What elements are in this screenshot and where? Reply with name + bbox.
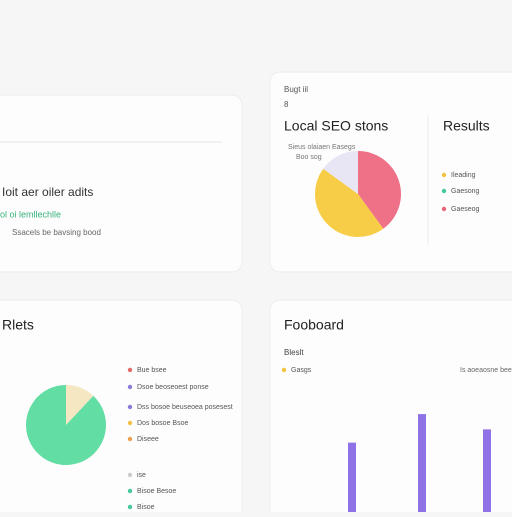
- legend-label: Bisoe: [137, 504, 155, 511]
- card: [269, 299, 512, 517]
- legend-dot: [127, 367, 133, 373]
- legend-label: Dos bosoe Bsoe: [137, 420, 188, 427]
- legend-label: Gasgs: [291, 367, 312, 374]
- legend-dot: [281, 367, 287, 373]
- legend-label: Diseee: [137, 436, 159, 443]
- legend-label: Dsoe beoseoest ponse: [137, 384, 209, 391]
- kicker: Bugt iil: [284, 85, 308, 94]
- legend-dot: [127, 436, 133, 442]
- pie-slice: [358, 151, 402, 229]
- legend-dot: [127, 488, 133, 494]
- pie-slice: [323, 151, 358, 194]
- note: Sieus olaiaen Easegs: [288, 144, 356, 151]
- legend-dot: [127, 472, 133, 478]
- legend-dot: [127, 504, 133, 510]
- legend-dot: [127, 404, 133, 410]
- legend-label: Dss bosoe beuseoea posesest: [137, 404, 233, 411]
- legend-label: ise: [137, 472, 146, 479]
- bar: [418, 414, 426, 512]
- legend-label: Gaeseog: [451, 206, 480, 213]
- legend-dot: [127, 420, 133, 426]
- card-title: Local SEO stons: [284, 118, 388, 134]
- legend-label: Ileading: [451, 172, 476, 179]
- bar: [483, 429, 491, 512]
- pie-slice: [25, 385, 106, 465]
- card-title: Ioit aer oiler adits: [2, 185, 93, 199]
- card: [0, 94, 243, 273]
- legend-label: Bisoe Besoe: [137, 488, 176, 495]
- card-title: Rlets: [2, 317, 34, 333]
- note: Is aoeaosne bee: [460, 367, 512, 374]
- legend-dot: [127, 384, 133, 390]
- subtitle: Bleslt: [284, 348, 304, 357]
- pie-slice: [66, 385, 94, 425]
- card-title: Fooboard: [284, 317, 344, 333]
- highlight: ol oi lemllechlle: [0, 209, 61, 219]
- bar: [348, 442, 356, 512]
- legend-dot: [441, 206, 447, 212]
- legend-label: Gaesong: [451, 188, 480, 195]
- card-title: Results: [443, 118, 490, 134]
- legend-dot: [441, 188, 447, 194]
- caption: Ssacels be bavsing bood: [12, 228, 101, 237]
- number: 8: [284, 100, 289, 109]
- legend-dot: [441, 172, 447, 178]
- pie-slice: [315, 168, 384, 238]
- note: Boo sog: [296, 154, 322, 161]
- legend-label: Bue bsee: [137, 367, 167, 374]
